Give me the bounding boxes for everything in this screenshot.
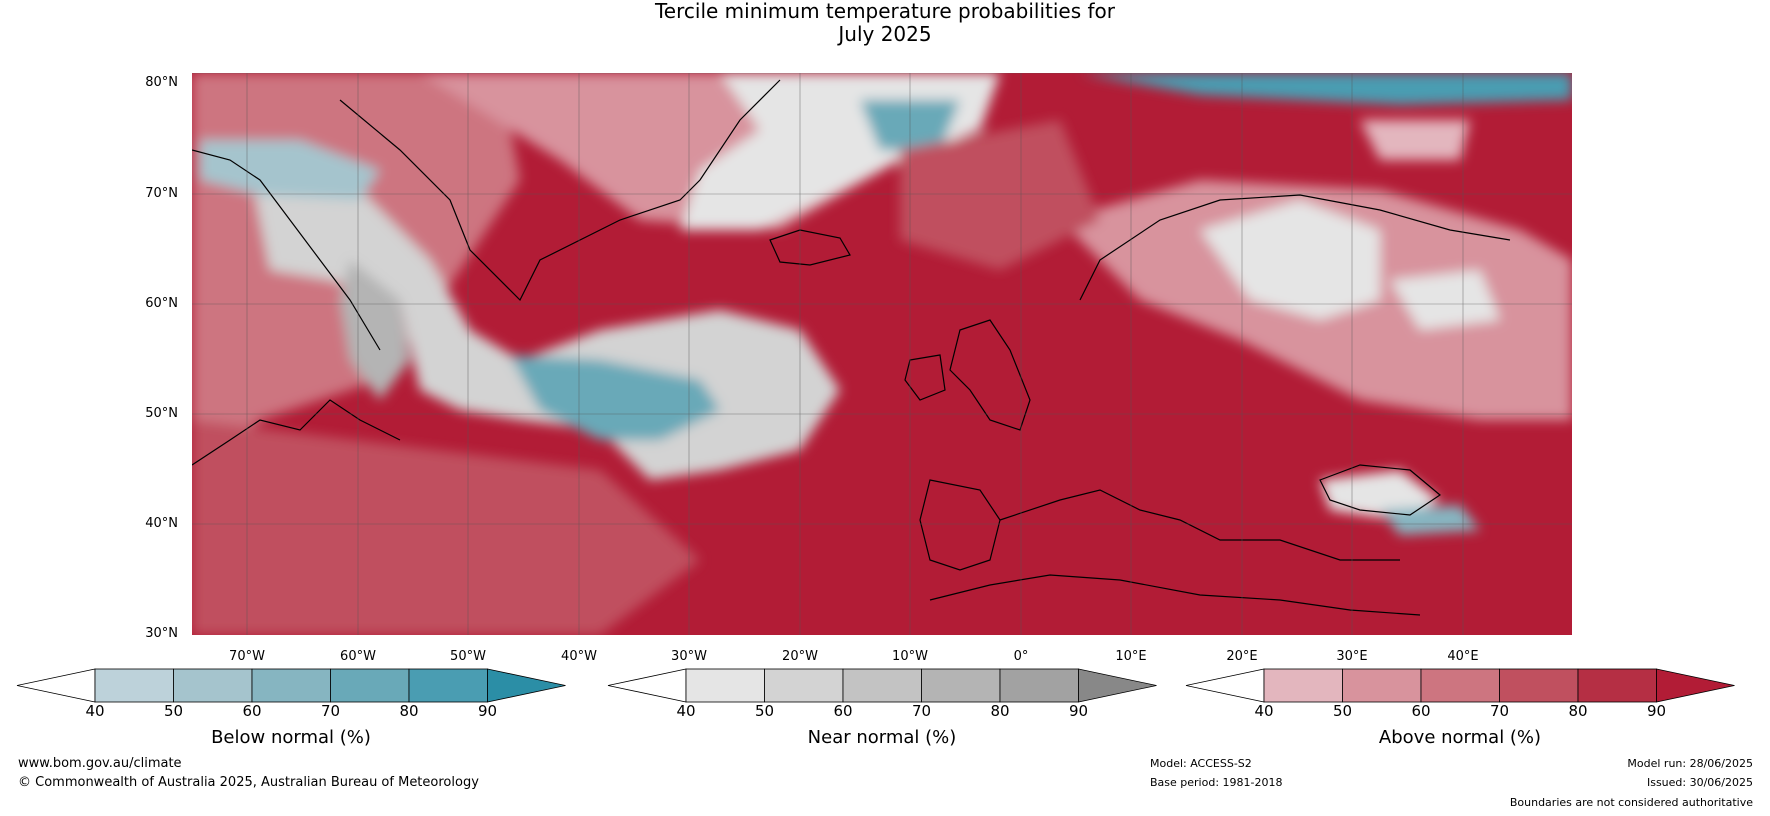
- region-east-atlantic-medium-red: [900, 120, 1100, 270]
- below-normal-swatch: [251, 668, 331, 703]
- greenland-coast: [339, 79, 781, 302]
- lat-label-80n: 80°N: [145, 75, 178, 90]
- above-normal-tick-label: 80: [1568, 702, 1588, 720]
- below-normal-extend-low: [16, 668, 96, 703]
- below-normal-tick-label: 40: [85, 702, 105, 720]
- near-normal-tick-label: 80: [990, 702, 1010, 720]
- above-normal-tick-label: 60: [1411, 702, 1431, 720]
- labrador-coast: [192, 399, 401, 466]
- above-normal-tick-label: 40: [1254, 702, 1274, 720]
- iberia-coast: [919, 479, 1001, 571]
- near-normal-swatch: [764, 668, 844, 703]
- below-normal-swatch: [408, 668, 488, 703]
- below-normal-extend-high: [487, 668, 566, 703]
- above-normal-swatch: [1499, 668, 1579, 703]
- lon-label-20w: 20°W: [782, 649, 818, 664]
- chart-title: Tercile minimum temperature probabilitie…: [0, 0, 1770, 46]
- region-mid-atlantic-medium-red: [192, 420, 700, 635]
- above-normal-extend-low: [1185, 668, 1265, 703]
- region-russia-near-normal: [1390, 270, 1500, 330]
- title-line-1: Tercile minimum temperature probabilitie…: [654, 0, 1116, 23]
- region-arctic-below-normal: [1080, 73, 1572, 105]
- ireland-coast: [904, 354, 946, 401]
- lon-label-10e: 10°E: [1115, 649, 1147, 664]
- copyright-text: © Commonwealth of Australia 2025, Austra…: [18, 775, 479, 790]
- near-normal-colorbar: [607, 668, 1157, 703]
- region-finland-near-normal: [1200, 200, 1380, 320]
- near-normal-tick-label: 70: [911, 702, 932, 720]
- region-baffin-below-normal: [200, 140, 380, 200]
- lat-label-70n: 70°N: [145, 186, 178, 201]
- region-turkey-below-normal: [1380, 505, 1480, 535]
- website-text: www.bom.gov.au/climate: [18, 756, 182, 771]
- lon-label-30w: 30°W: [671, 649, 707, 664]
- near-normal-tick-label: 90: [1068, 702, 1089, 720]
- near-normal-swatch: [842, 668, 922, 703]
- lon-label-60w: 60°W: [340, 649, 376, 664]
- model-run-text: Model run: 28/06/2025: [1627, 757, 1753, 770]
- base-period-text: Base period: 1981-2018: [1150, 776, 1283, 789]
- lon-label-0: 0°: [1013, 649, 1029, 664]
- region-atlantic-below-normal: [510, 355, 720, 440]
- coastlines: [192, 79, 1511, 616]
- below-normal-tick-label: 80: [399, 702, 419, 720]
- lat-label-30n: 30°N: [145, 626, 178, 641]
- near-normal-tick-label: 40: [676, 702, 696, 720]
- region-barents-light-red: [1360, 120, 1470, 160]
- lon-label-40w: 40°W: [561, 649, 597, 664]
- below-normal-swatch: [173, 668, 253, 703]
- model-text: Model: ACCESS-S2: [1150, 757, 1252, 770]
- near-normal-tick-label: 50: [754, 702, 775, 720]
- below-normal-swatch: [94, 668, 174, 703]
- below-normal-colorbar: [16, 668, 566, 703]
- above-normal-tick-label: 90: [1646, 702, 1667, 720]
- lon-label-10w: 10°W: [892, 649, 928, 664]
- british-isles-coast: [949, 319, 1031, 431]
- lon-label-20e: 20°E: [1226, 649, 1258, 664]
- below-normal-tick-label: 50: [163, 702, 184, 720]
- gridlines: [192, 73, 1572, 635]
- above-normal-swatch: [1420, 668, 1500, 703]
- issued-text: Issued: 30/06/2025: [1646, 776, 1753, 789]
- mediterranean-coast: [999, 489, 1400, 561]
- below-normal-tick-label: 90: [477, 702, 498, 720]
- lon-label-70w: 70°W: [229, 649, 265, 664]
- above-normal-extend-high: [1656, 668, 1735, 703]
- above-normal-swatch: [1577, 668, 1657, 703]
- region-black-sea-near-normal: [1320, 470, 1440, 520]
- below-normal-tick-label: 60: [242, 702, 262, 720]
- above-normal-label: Above normal (%): [1378, 727, 1542, 748]
- near-normal-swatch: [685, 668, 765, 703]
- near-normal-swatch: [921, 668, 1001, 703]
- below-normal-label: Below normal (%): [211, 727, 371, 748]
- probability-map: [192, 73, 1572, 635]
- near-normal-tick-label: 60: [833, 702, 853, 720]
- lon-label-30e: 30°E: [1336, 649, 1368, 664]
- region-labrador-grey: [340, 260, 410, 400]
- scandinavia-coast: [1079, 194, 1511, 301]
- above-normal-swatch: [1342, 668, 1422, 703]
- near-normal-extend-high: [1078, 668, 1157, 703]
- above-normal-swatch: [1263, 668, 1343, 703]
- below-normal-tick-label: 70: [320, 702, 341, 720]
- lat-label-40n: 40°N: [145, 516, 178, 531]
- colorbars: [16, 668, 1735, 703]
- lat-label-60n: 60°N: [145, 296, 178, 311]
- lon-label-50w: 50°W: [450, 649, 486, 664]
- near-normal-swatch: [999, 668, 1079, 703]
- above-normal-tick-label: 70: [1489, 702, 1510, 720]
- above-normal-tick-label: 50: [1332, 702, 1353, 720]
- baffin-coast: [192, 149, 381, 351]
- africa-coast: [929, 574, 1421, 616]
- near-normal-label: Near normal (%): [807, 727, 957, 748]
- title-line-2: July 2025: [838, 22, 932, 46]
- below-normal-swatch: [330, 668, 410, 703]
- disclaimer-text: Boundaries are not considered authoritat…: [1509, 796, 1753, 809]
- lon-label-40e: 40°E: [1447, 649, 1479, 664]
- black-sea-coast: [1319, 464, 1442, 516]
- lat-label-50n: 50°N: [145, 406, 178, 421]
- above-normal-colorbar: [1185, 668, 1735, 703]
- near-normal-extend-low: [607, 668, 687, 703]
